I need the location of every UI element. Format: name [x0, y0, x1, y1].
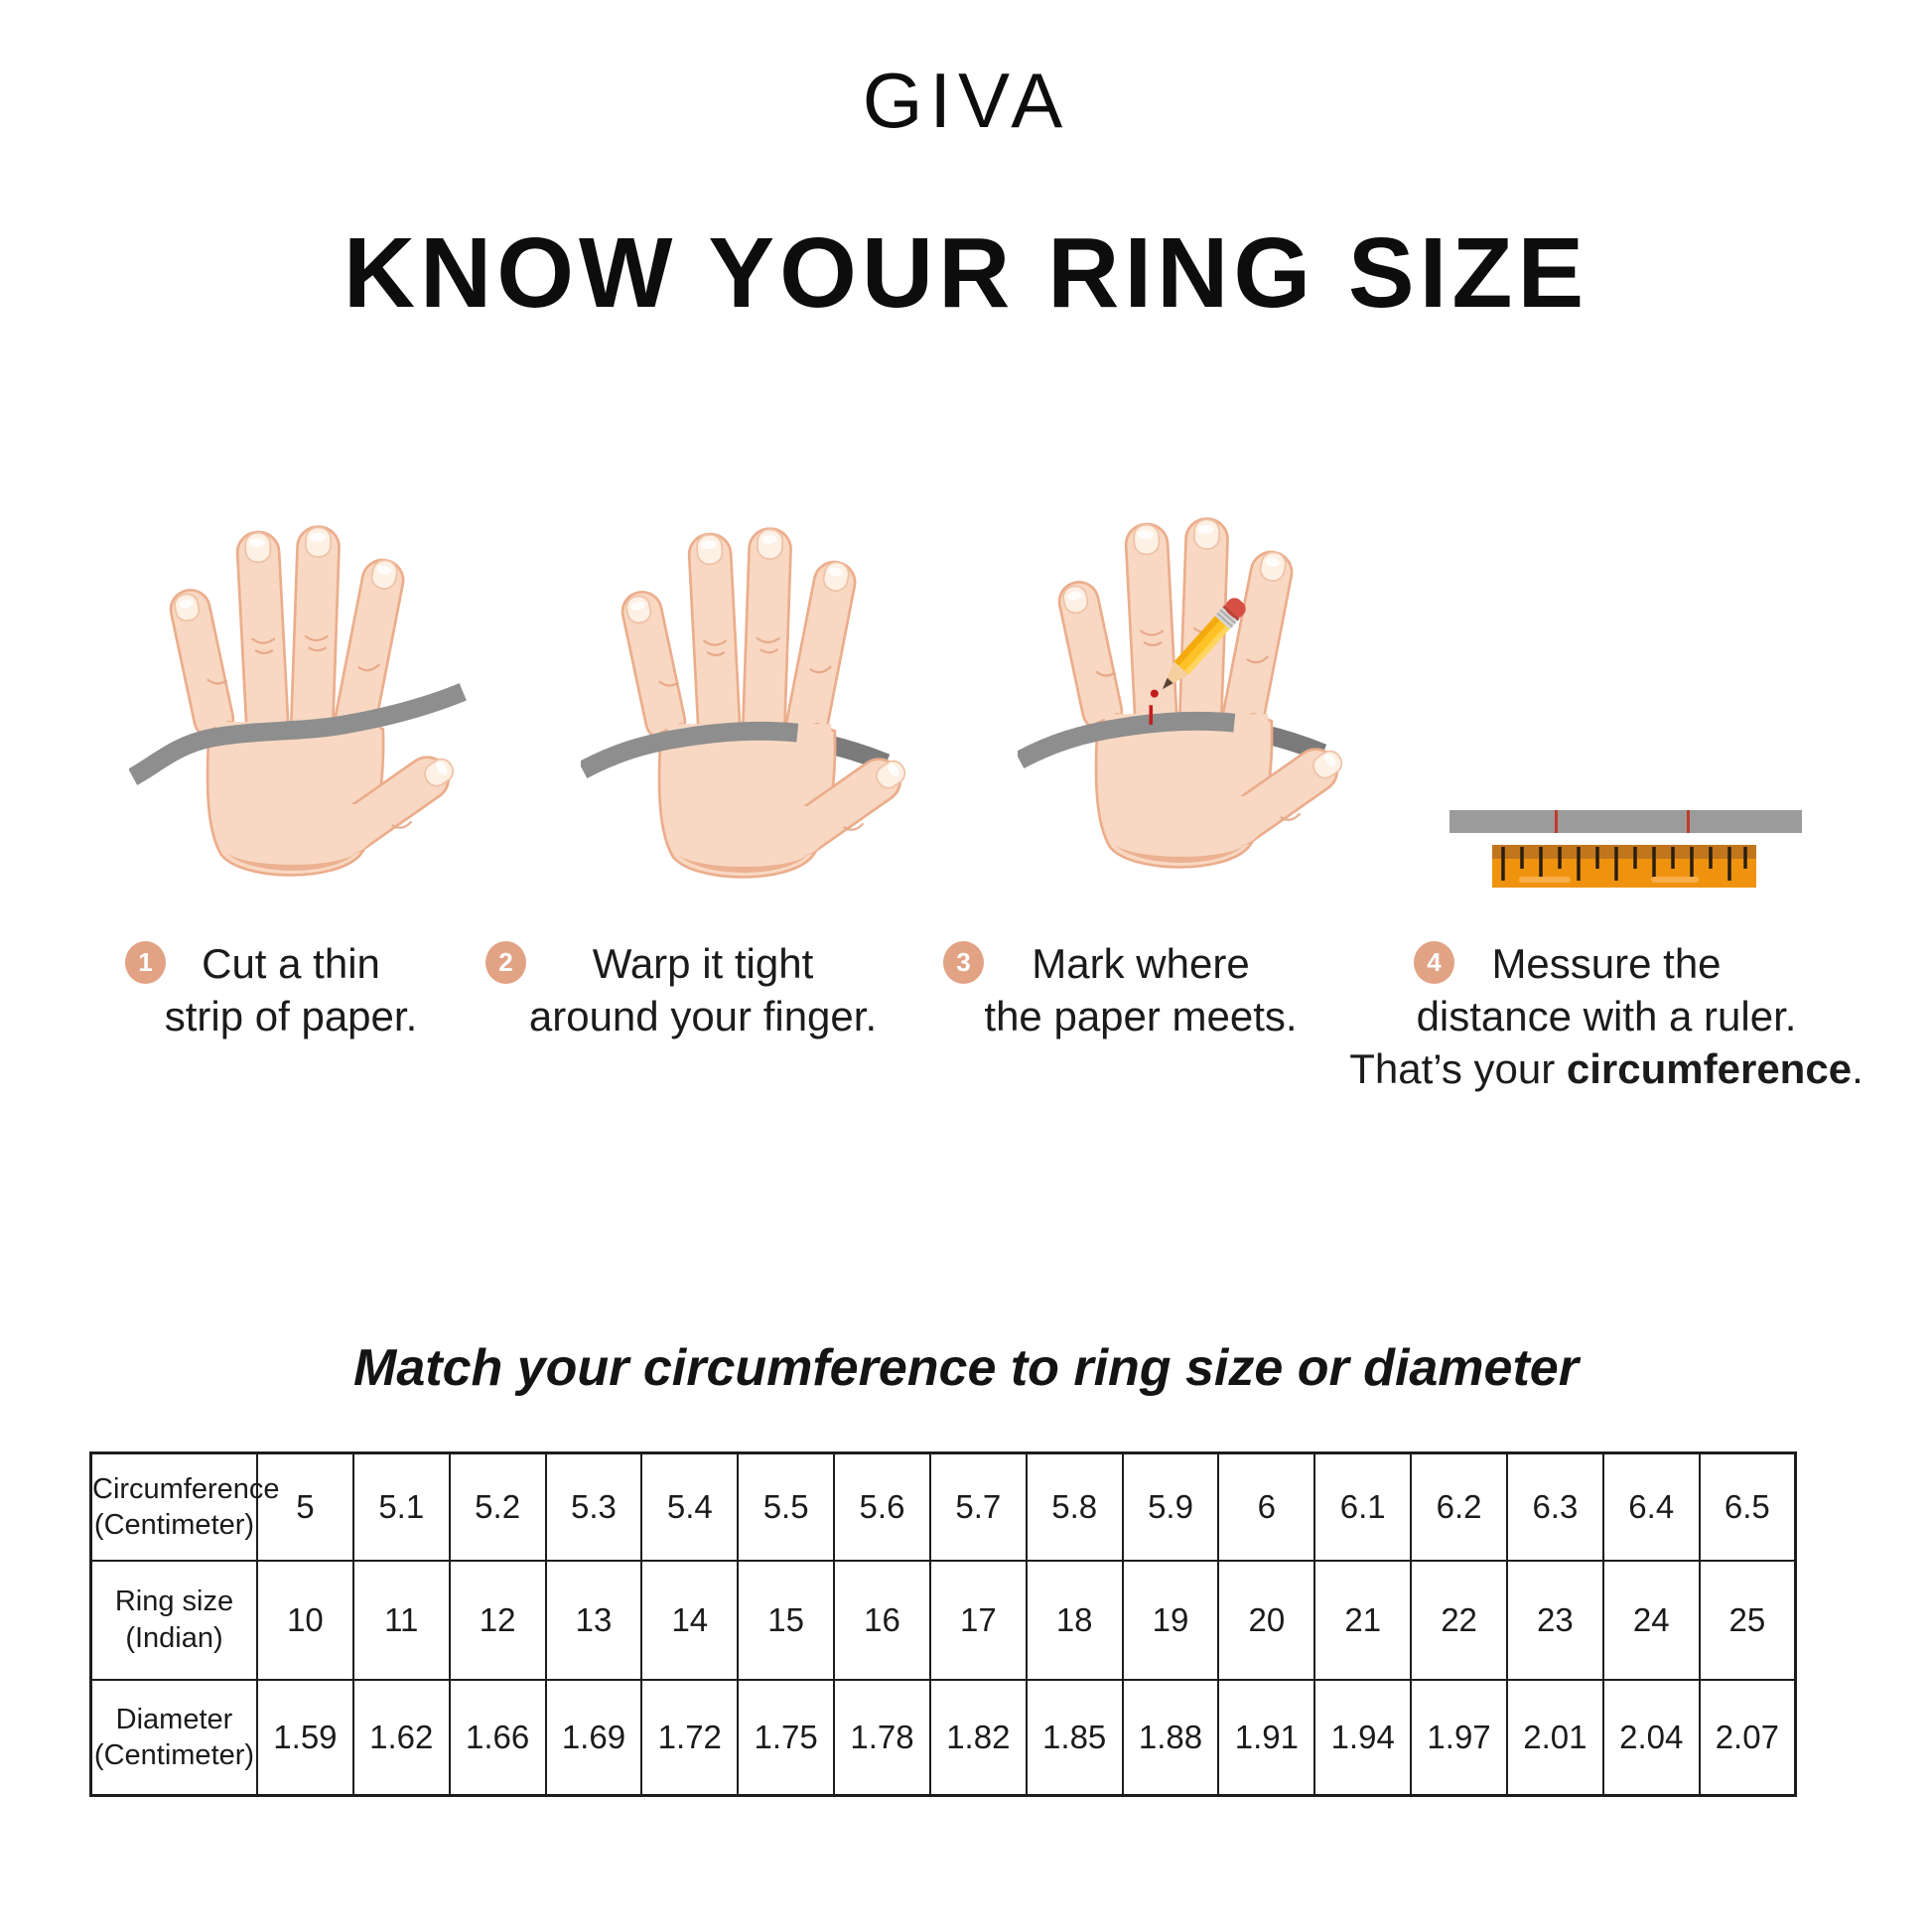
- step-4-text-line-3: That’s your circumference.: [1328, 1042, 1884, 1095]
- brand-logo: GIVA: [862, 57, 1070, 144]
- step-3-number-badge: 3: [943, 941, 984, 984]
- size-cell: 15: [737, 1559, 836, 1681]
- size-cell: 5.4: [640, 1451, 740, 1562]
- row-label: Ring size (Indian): [89, 1559, 258, 1681]
- step-4-text-line-2: distance with a ruler.: [1416, 993, 1797, 1039]
- size-cell: 20: [1217, 1559, 1316, 1681]
- size-cell: 5.1: [351, 1451, 451, 1562]
- pencil-icon: [1162, 598, 1246, 690]
- paper-strip-and-ruler-icon: [1448, 805, 1805, 904]
- table-row: Ring size (Indian) 10 11 12 13 14 15 16 17 18 19 20 2…: [89, 1559, 1797, 1681]
- step-1: 1 Cut a thin strip of paper.: [63, 937, 519, 1042]
- size-cell: 5.9: [1121, 1451, 1220, 1562]
- size-cell: 2.04: [1601, 1678, 1701, 1797]
- size-cell: 14: [640, 1559, 740, 1681]
- step-4-number-badge: 4: [1414, 941, 1454, 984]
- size-cell: 6.3: [1505, 1451, 1604, 1562]
- size-cell: 1.88: [1121, 1678, 1220, 1797]
- step-2: 2 Warp it tight around your finger.: [475, 937, 931, 1042]
- size-cell: 5.2: [448, 1451, 547, 1562]
- line3-suffix: .: [1852, 1045, 1863, 1092]
- size-cell: 24: [1601, 1559, 1701, 1681]
- red-mark: [1555, 810, 1558, 833]
- line3-bold-word: circumference: [1566, 1045, 1853, 1092]
- size-cell: 2.01: [1505, 1678, 1604, 1797]
- hand-pencil-marking-icon: [1018, 448, 1355, 892]
- step-4-text-line-1: Messure the: [1491, 940, 1722, 987]
- step-1-number-badge: 1: [125, 941, 166, 984]
- paper-strip: [129, 683, 467, 785]
- size-cell: 5.5: [737, 1451, 836, 1562]
- step-3-text-line-2: the paper meets.: [984, 993, 1298, 1039]
- size-cell: 11: [351, 1559, 451, 1681]
- hand-with-paper-strip-icon: [129, 456, 467, 899]
- size-cell: 19: [1121, 1559, 1220, 1681]
- size-cell: 1.59: [256, 1678, 354, 1797]
- step-3-text-line-1: Mark where: [1032, 940, 1250, 987]
- size-cell: 6.5: [1698, 1451, 1797, 1562]
- size-cell: 1.82: [928, 1678, 1028, 1797]
- size-cell: 25: [1698, 1559, 1797, 1681]
- hand-strip-wrapped-around-finger-icon: [581, 458, 918, 901]
- row-label: Circumference (Centimeter): [89, 1451, 280, 1562]
- step-2-text-line-2: around your finger.: [528, 993, 878, 1039]
- size-cell: 1.91: [1217, 1678, 1316, 1797]
- size-cell: 1.69: [544, 1678, 643, 1797]
- ruler-body: [1492, 845, 1756, 888]
- ring-size-table: Circumference (Centimeter) 5 5.1 5.2 5.3 5.4 5.…: [89, 1451, 1797, 1797]
- size-cell: 16: [833, 1559, 931, 1681]
- paper-strip: [581, 721, 799, 778]
- size-cell: 5: [256, 1451, 354, 1562]
- table-row: Circumference (Centimeter) 5 5.1 5.2 5.3 5.4 5.…: [89, 1451, 1797, 1562]
- paper-strip: [1018, 711, 1236, 768]
- size-cell: 21: [1313, 1559, 1413, 1681]
- size-cell: 22: [1410, 1559, 1508, 1681]
- size-table-body: Circumference (Centimeter) 5 5.1 5.2 5.3 5.4 5.…: [89, 1451, 1797, 1797]
- size-cell: 1.75: [737, 1678, 836, 1797]
- size-cell: 5.8: [1025, 1451, 1124, 1562]
- size-cell: 13: [544, 1559, 643, 1681]
- table-title: Match your circumference to ring size or…: [353, 1339, 1579, 1397]
- size-cell: 18: [1025, 1559, 1124, 1681]
- size-cell: 12: [448, 1559, 547, 1681]
- red-mark: [1687, 810, 1690, 833]
- size-cell: 1.78: [833, 1678, 931, 1797]
- size-cell: 1.72: [640, 1678, 740, 1797]
- table-row: Diameter (Centimeter) 1.59 1.62 1.66 1.69 1.72…: [89, 1678, 1797, 1797]
- size-cell: 1.62: [351, 1678, 451, 1797]
- size-cell: 6.2: [1410, 1451, 1508, 1562]
- step-2-text-line-1: Warp it tight: [592, 940, 814, 987]
- size-cell: 2.07: [1698, 1678, 1797, 1797]
- size-cell: 5.3: [544, 1451, 643, 1562]
- size-cell: 5.6: [833, 1451, 931, 1562]
- size-cell: 5.7: [928, 1451, 1028, 1562]
- size-cell: 10: [256, 1559, 354, 1681]
- size-cell: 1.97: [1410, 1678, 1508, 1797]
- marked-paper-strip: [1449, 810, 1802, 833]
- size-cell: 1.94: [1313, 1678, 1413, 1797]
- row-label: Diameter (Centimeter): [89, 1678, 258, 1797]
- size-cell: 1.66: [448, 1678, 547, 1797]
- red-dot: [1150, 689, 1159, 698]
- size-cell: 1.85: [1025, 1678, 1124, 1797]
- size-cell: 6.1: [1313, 1451, 1413, 1562]
- size-cell: 6.4: [1601, 1451, 1701, 1562]
- step-3: 3 Mark where the paper meets.: [912, 937, 1369, 1042]
- step-2-number-badge: 2: [485, 941, 526, 984]
- size-cell: 17: [928, 1559, 1028, 1681]
- size-cell: 23: [1505, 1559, 1604, 1681]
- step-1-text-line-2: strip of paper.: [164, 993, 418, 1039]
- step-4: 4 Messure the distance with a ruler. Tha…: [1328, 937, 1884, 1095]
- size-cell: 6: [1217, 1451, 1316, 1562]
- step-1-text-line-1: Cut a thin: [202, 940, 380, 987]
- line3-prefix: That’s your: [1349, 1045, 1567, 1092]
- page-title: KNOW YOUR RING SIZE: [343, 217, 1589, 329]
